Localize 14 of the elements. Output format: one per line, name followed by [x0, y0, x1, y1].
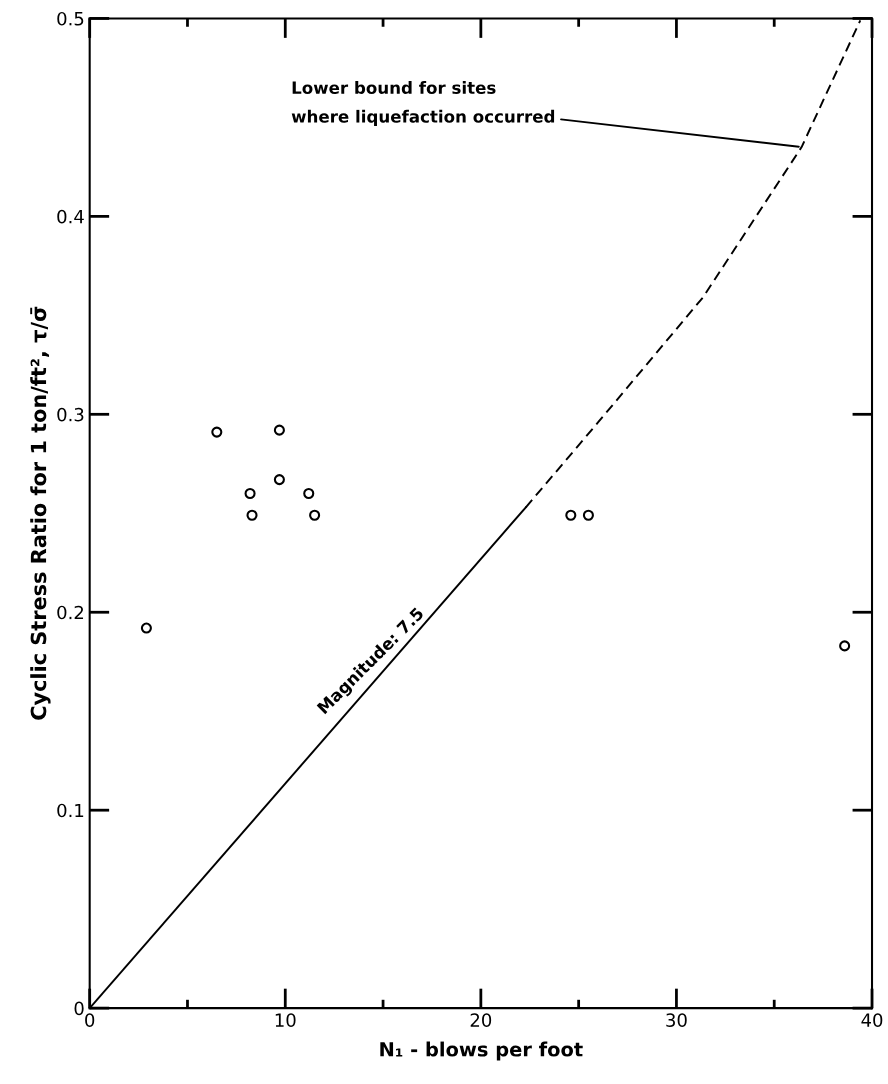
x-axis-title: N₁ - blows per foot: [380, 1041, 583, 1061]
annotation: Lower bound for sites where liquefaction occurred: [291, 81, 555, 126]
x-tick-label: 0: [85, 1013, 95, 1027]
y-tick-label: 0.5: [57, 11, 84, 26]
y-tick-label: 0.2: [57, 605, 84, 620]
y-tick-label: 0: [74, 1001, 84, 1016]
x-tick-label: 30: [666, 1013, 687, 1027]
x-tick-label: 40: [861, 1013, 883, 1027]
y-tick-label: 0.1: [57, 803, 84, 818]
y-tick-label: 0.3: [57, 407, 84, 422]
x-tick-label: 20: [470, 1013, 492, 1027]
y-axis-title: Cyclic Stress Ratio for 1 ton/ft², τ/σ̄: [30, 306, 51, 720]
y-tick-label: 0.4: [57, 209, 84, 224]
x-tick-label: 10: [275, 1013, 296, 1027]
